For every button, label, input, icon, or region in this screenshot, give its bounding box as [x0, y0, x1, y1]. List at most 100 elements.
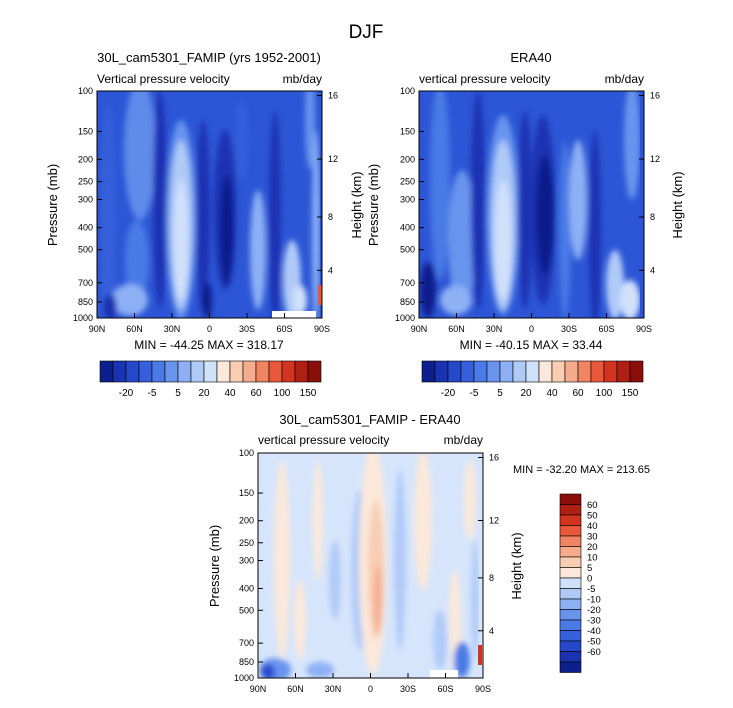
colorbar-label: -20	[441, 388, 456, 399]
y-axis-right: 16 12 8 4	[478, 453, 499, 636]
y-tick-label: 300	[78, 195, 93, 205]
y-tick-label: 200	[78, 154, 93, 164]
colorbar-swatch	[559, 535, 582, 547]
panel-right-label: mb/day	[605, 72, 644, 86]
colorbar-swatch	[559, 493, 582, 505]
colorbar-label: 20	[520, 388, 532, 399]
panel-era40: ERA40 vertical pressure velocity mb/day	[366, 50, 685, 399]
y-tick-label: 850	[239, 657, 254, 667]
x-tick-label: 90S	[314, 324, 330, 334]
y-tick-label: 200	[400, 154, 415, 164]
panel-right-label: mb/day	[283, 72, 322, 86]
colorbar-label: 40	[224, 388, 236, 399]
colorbar-label: 150	[300, 388, 317, 399]
colorbar-label: -5	[470, 388, 479, 399]
colorbar-swatch	[125, 360, 140, 383]
x-tick-label: 0	[529, 324, 534, 334]
x-tick-label: 60S	[437, 684, 453, 694]
colorbar-swatch	[255, 360, 270, 383]
y-axis-right: 16 12 8 4	[317, 91, 338, 275]
y-right-tick-label: 16	[489, 453, 499, 463]
y-right-tick-label: 4	[489, 626, 494, 636]
x-tick-label: 90N	[89, 324, 106, 334]
panel-right-label: mb/day	[444, 433, 483, 447]
colorbar-swatch	[307, 360, 322, 383]
figure-title: DJF	[349, 22, 384, 43]
y-tick-label: 200	[239, 516, 254, 526]
colorbar-label: -40	[587, 626, 601, 637]
y-axis-left: 100 150 200 250 300 400 500 700 850 1000	[73, 86, 102, 323]
y-tick-label: 150	[239, 488, 254, 498]
colorbar-label: -5	[587, 584, 595, 595]
colorbar-label: 60	[572, 388, 584, 399]
colorbar-swatch	[559, 651, 582, 663]
colorbar-swatch	[138, 360, 153, 383]
y-tick-label: 700	[400, 278, 415, 288]
colorbar-label: -20	[119, 388, 134, 399]
y-tick-label: 400	[78, 223, 93, 233]
colorbar-swatch	[177, 360, 192, 383]
colorbar-swatch	[99, 360, 114, 383]
x-axis: 90N 60N 30N 0 30S 60S 90S	[89, 313, 330, 334]
colorbar-swatch	[538, 360, 553, 383]
colorbar-label: 40	[587, 521, 598, 532]
y-tick-label: 100	[400, 86, 415, 96]
min-max-stats: MIN = -44.25 MAX = 318.17	[134, 338, 284, 352]
contour-field	[97, 91, 322, 318]
y-tick-label: 500	[78, 245, 93, 255]
colorbar-label: -60	[587, 647, 601, 658]
colorbar-swatch	[242, 360, 257, 383]
colorbar: -20 -5 5 20 40 60 100 150	[99, 360, 322, 399]
y-right-tick-label: 12	[650, 154, 660, 164]
colorbar-label: -10	[587, 595, 601, 606]
x-tick-label: 90S	[636, 324, 652, 334]
panel-left-label: vertical pressure velocity	[258, 433, 389, 447]
colorbar-swatch	[281, 360, 296, 383]
colorbar-label: 10	[587, 553, 598, 564]
x-axis: 90N 60N 30N 0 30S 60S 90S	[250, 673, 491, 694]
y-tick-label: 100	[239, 448, 254, 458]
contour-field	[419, 91, 644, 318]
colorbar-label: -50	[587, 637, 601, 648]
y-tick-label: 250	[78, 177, 93, 187]
colorbar-label: 0	[587, 574, 592, 585]
y-right-tick-label: 8	[489, 573, 494, 583]
colorbar-label: 5	[497, 388, 503, 399]
y-tick-label: 250	[400, 177, 415, 187]
y-tick-label: 250	[239, 538, 254, 548]
y-right-tick-label: 8	[328, 212, 333, 222]
y-axis-title: Pressure (mb)	[207, 525, 222, 607]
y-right-tick-label: 12	[489, 516, 499, 526]
y-right-tick-label: 12	[328, 154, 338, 164]
y-right-tick-label: 16	[650, 91, 660, 101]
contour-field	[258, 453, 483, 678]
colorbar-swatch	[559, 577, 582, 589]
y-tick-label: 100	[78, 86, 93, 96]
x-axis: 90N 60N 30N 0 30S 60S 90S	[411, 313, 652, 334]
colorbar-label: 5	[175, 388, 181, 399]
x-tick-label: 60S	[276, 324, 292, 334]
min-max-stats: MIN = -40.15 MAX = 33.44	[460, 338, 603, 352]
colorbar-swatch	[164, 360, 179, 383]
colorbar-swatch	[559, 546, 582, 558]
colorbar-label: -30	[587, 616, 601, 627]
colorbar-swatch	[559, 598, 582, 610]
x-tick-label: 30S	[561, 324, 577, 334]
colorbar-swatch	[559, 661, 582, 673]
colorbar-swatch	[559, 630, 582, 642]
panel-title: 30L_cam5301_FAMIP (yrs 1952-2001)	[97, 50, 321, 65]
colorbar-swatch	[151, 360, 166, 383]
x-tick-label: 90N	[411, 324, 428, 334]
colorbar-label: 100	[596, 388, 613, 399]
colorbar-swatch	[590, 360, 605, 383]
colorbar-label: 40	[546, 388, 558, 399]
x-tick-label: 30S	[239, 324, 255, 334]
colorbar-swatch	[190, 360, 205, 383]
colorbar-label: 60	[250, 388, 262, 399]
colorbar-label: 30	[587, 532, 598, 543]
y-tick-label: 400	[400, 223, 415, 233]
y-tick-label: 400	[239, 583, 254, 593]
colorbar-swatch	[564, 360, 579, 383]
colorbar-swatch	[559, 525, 582, 537]
colorbar-swatch	[216, 360, 231, 383]
